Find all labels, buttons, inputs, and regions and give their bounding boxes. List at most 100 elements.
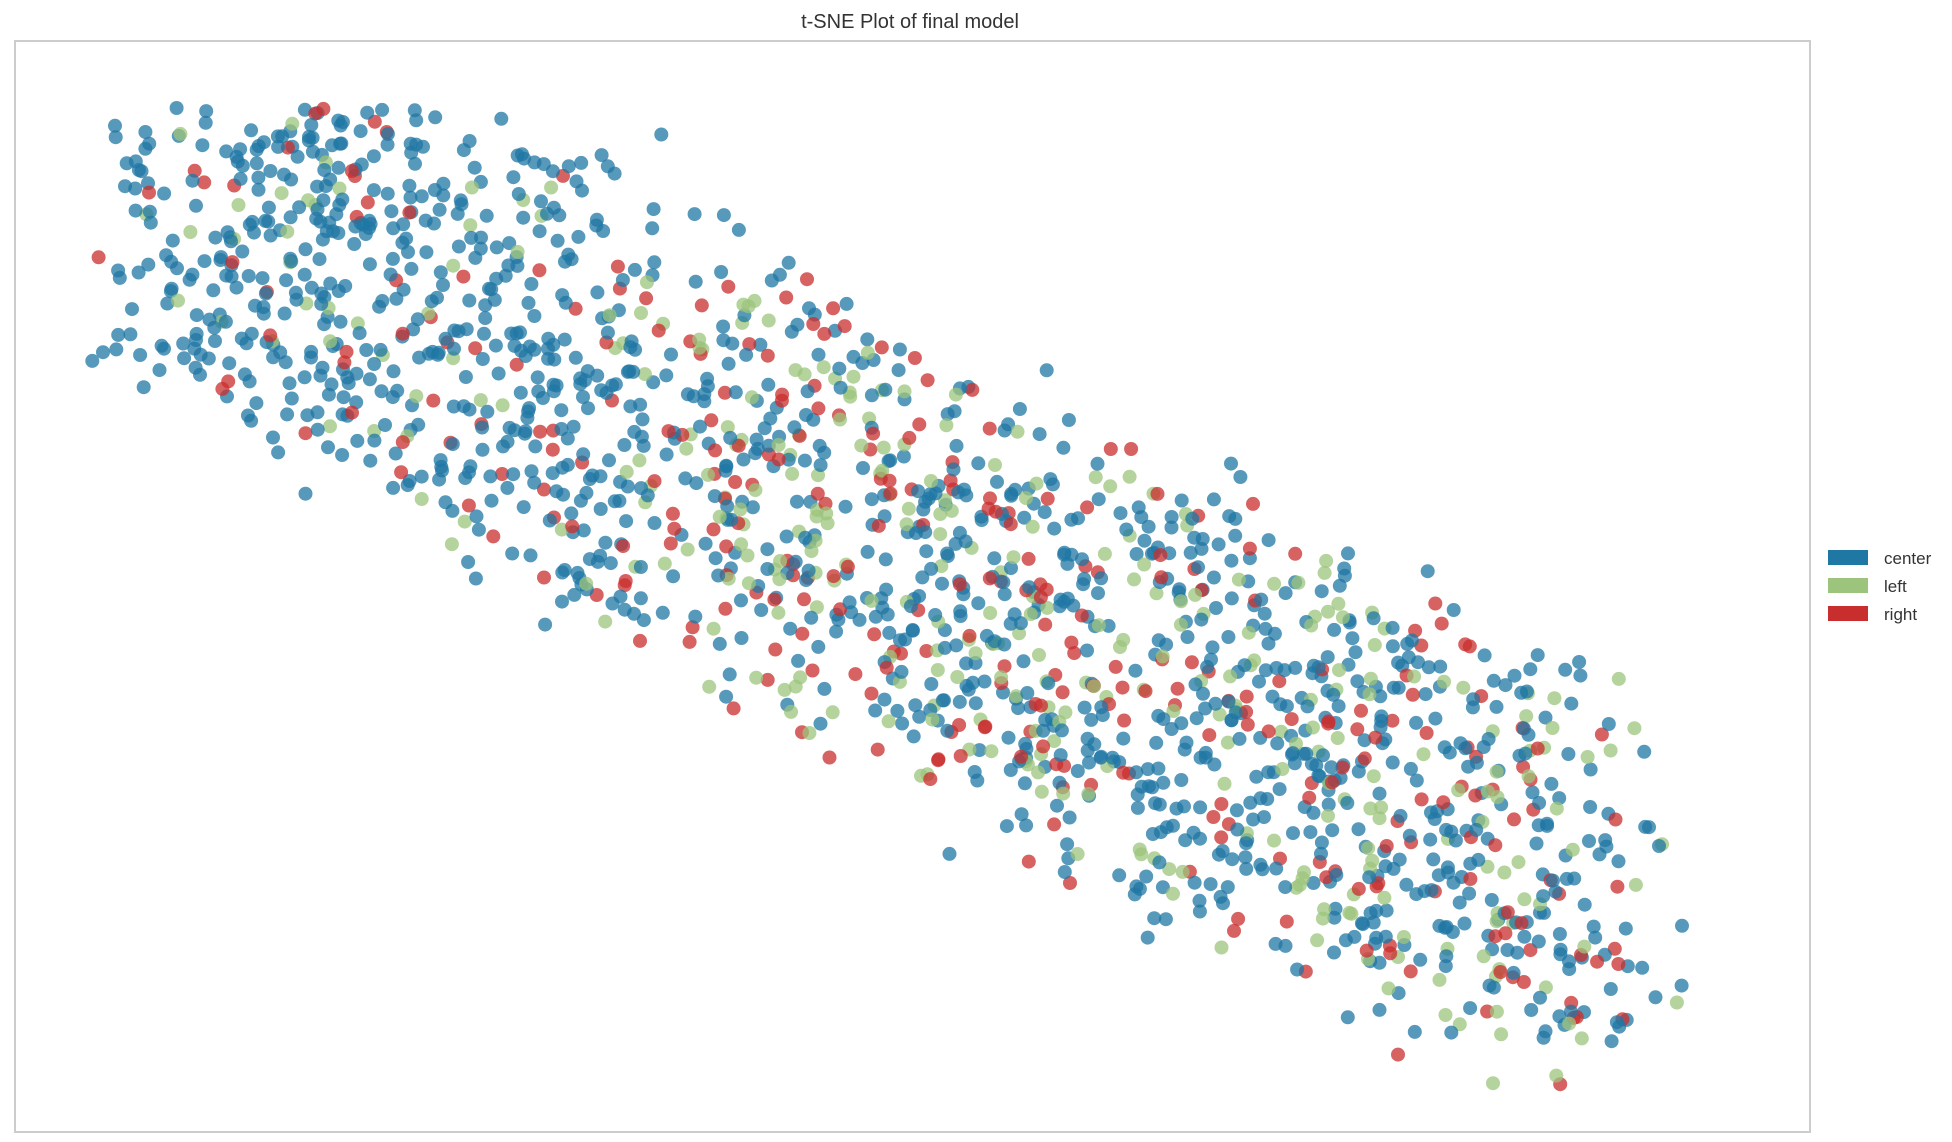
point-right [874,340,889,355]
point-center [160,296,175,311]
point-left [183,225,198,239]
point-center [974,513,989,527]
point-center [475,352,490,366]
point-center [1054,723,1069,738]
point-right [1040,491,1055,506]
point-center [1208,696,1223,711]
point-center [219,144,234,159]
point-center [1564,1004,1578,1019]
point-center [362,372,377,387]
point-center [333,314,348,329]
point-left [771,605,786,620]
point-center [977,674,992,689]
point-center [478,311,493,326]
legend-label-right: right [1884,605,1917,624]
point-right [774,393,789,408]
point-center [1420,564,1435,579]
point-center [284,391,299,406]
point-center [714,265,729,279]
point-center [1500,943,1515,957]
point-center [1139,869,1154,884]
point-center [1373,689,1388,704]
point-center [208,230,223,245]
point-right [1530,741,1545,756]
point-center [214,250,228,265]
point-center [222,356,237,371]
point-right [565,519,580,534]
point-left [444,537,459,552]
point-center [1198,745,1213,760]
point-center [1407,1024,1422,1039]
point-center [118,179,132,194]
point-center [338,279,353,293]
point-center [1090,456,1105,471]
point-right [1516,975,1531,989]
point-left [741,576,756,591]
point-center [813,716,828,731]
point-left [1081,787,1096,802]
point-right [1184,655,1199,670]
point-center [366,183,381,198]
point-center [666,569,681,584]
point-right [882,473,897,488]
point-center [627,606,641,621]
point-left [1332,663,1346,678]
point-center [445,437,460,452]
point-center [513,325,527,340]
point-center [1332,578,1347,593]
point-center [408,156,422,171]
point-left [634,306,648,320]
point-right [810,486,825,501]
point-center [85,353,100,368]
point-center [1112,868,1127,883]
point-left [1519,709,1534,724]
point-center [753,337,768,352]
point-center [436,278,450,292]
point-center [896,449,911,464]
point-right [883,486,898,501]
point-center [310,202,325,217]
point-center [1507,668,1522,683]
point-center [806,412,821,427]
point-center [350,433,365,448]
point-center [1195,532,1210,546]
point-center [598,535,613,550]
point-center [790,494,804,509]
point-right [1063,876,1077,890]
point-center [245,214,260,229]
point-center [249,156,264,171]
point-right [1325,775,1339,790]
point-left [1396,930,1411,944]
point-right [1594,727,1609,742]
point-center [402,178,417,193]
point-right [1391,1047,1405,1062]
point-center [996,575,1011,590]
point-center [502,236,517,251]
point-center [488,338,503,353]
point-left [1437,674,1451,689]
point-center [322,215,337,230]
point-left [332,181,347,196]
point-right [1608,812,1623,827]
point-center [1022,580,1037,595]
point-left [1486,1076,1500,1091]
point-center [1158,912,1173,927]
point-center [456,399,471,414]
point-right [822,750,837,765]
point-center [555,594,569,609]
point-center [451,239,466,254]
point-center [1446,603,1461,617]
point-center [999,819,1014,834]
point-right [1279,914,1294,929]
point-center [564,252,579,267]
point-right [1463,872,1478,886]
point-center [924,677,939,691]
point-center [297,267,312,282]
point-center [1652,839,1666,853]
point-left [1511,855,1526,870]
point-center [557,332,572,347]
point-center [1286,826,1300,841]
point-center [314,296,329,311]
point-center [919,544,934,559]
